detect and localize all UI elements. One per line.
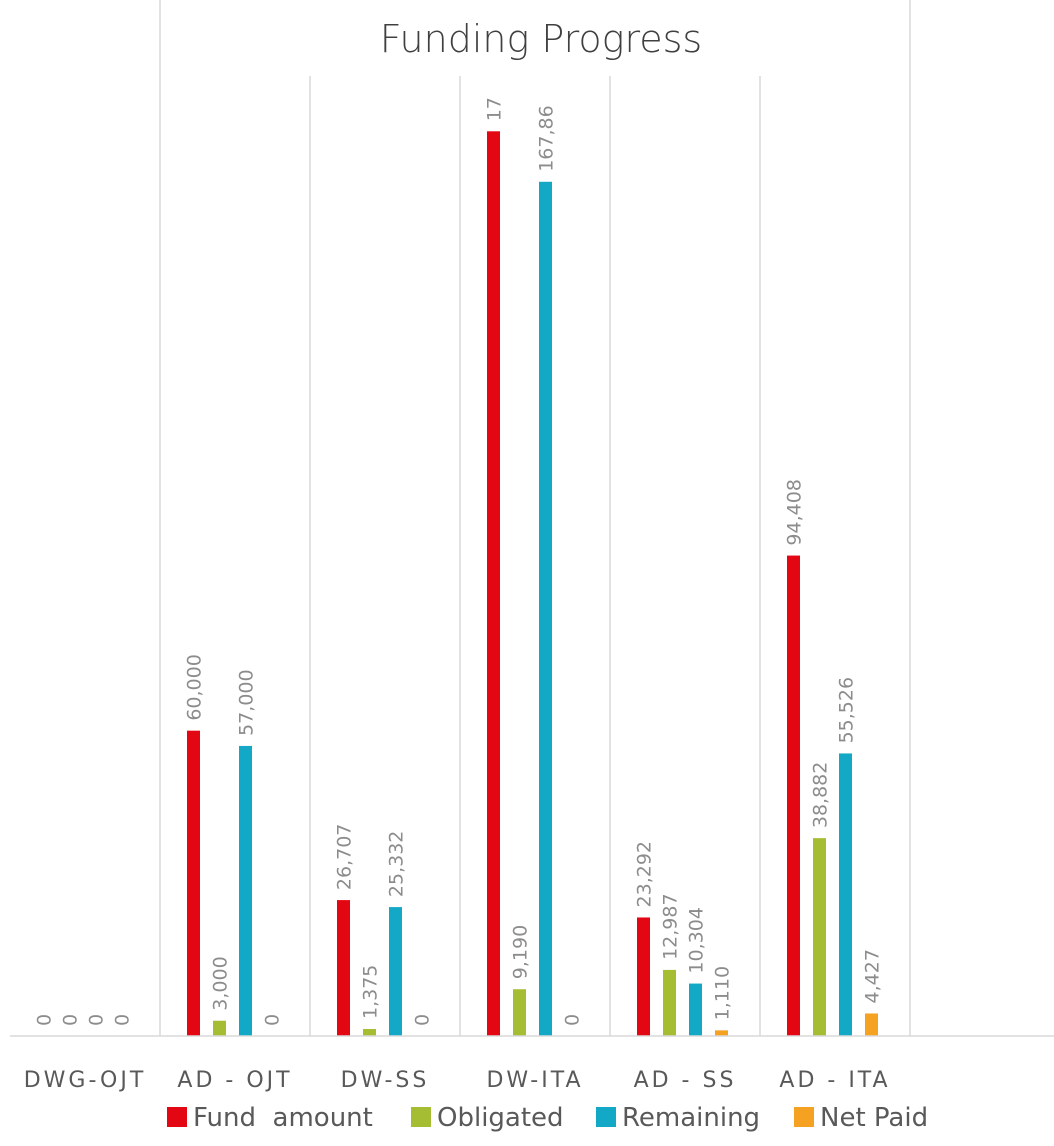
legend-swatch (596, 1107, 616, 1127)
bar (663, 969, 676, 1036)
data-label: 23,292 (634, 841, 656, 907)
legend: Fund amount Obligated Remaining Net Paid (167, 1103, 928, 1133)
bar (637, 917, 650, 1036)
legend-label: Obligated (437, 1103, 564, 1133)
data-label: 0 (34, 1014, 56, 1026)
data-label: 1,110 (712, 966, 734, 1020)
data-label: 38,882 (810, 762, 832, 828)
data-label: 26,707 (334, 824, 356, 890)
category-label: AD - ITA (779, 1068, 890, 1093)
data-label: 17 (484, 97, 506, 121)
data-label: 0 (86, 1014, 108, 1026)
category-label: DW-SS (341, 1068, 430, 1093)
data-label: 94,408 (784, 479, 806, 545)
data-label: 10,304 (686, 907, 708, 973)
bar (239, 745, 252, 1036)
data-label: 0 (412, 1014, 434, 1026)
bar (487, 131, 500, 1036)
bar (539, 181, 552, 1036)
data-label: 55,526 (836, 677, 858, 743)
bar (513, 989, 526, 1036)
category-label: AD - SS (634, 1068, 737, 1093)
data-label: 57,000 (236, 669, 258, 735)
chart-title: Funding Progress (380, 17, 702, 61)
bar (839, 753, 852, 1036)
data-label: 3,000 (210, 956, 232, 1010)
bar (363, 1029, 376, 1036)
bars (187, 131, 878, 1036)
legend-label: Fund amount (193, 1103, 373, 1133)
data-label: 167,86 (536, 105, 558, 171)
data-label: 4,427 (862, 949, 884, 1003)
bar (813, 838, 826, 1036)
legend-label: Net Paid (820, 1103, 928, 1133)
data-label: 1,375 (360, 965, 382, 1019)
data-label: 25,332 (386, 831, 408, 897)
bar (187, 730, 200, 1036)
category-label: AD - OJT (177, 1068, 292, 1093)
data-label: 12,987 (660, 893, 682, 959)
category-labels: DWG-OJT AD - OJT DW-SS DW-ITA AD - SS AD - IT… (24, 1068, 890, 1093)
bar (389, 907, 402, 1036)
category-label: DW-ITA (486, 1068, 583, 1093)
legend-swatch (411, 1107, 431, 1127)
data-label: 9,190 (510, 925, 532, 979)
data-label: 60,000 (184, 654, 206, 720)
grid-lines (159, 0, 911, 1036)
bar (715, 1030, 728, 1036)
data-labels: 0 0 0 060,0003,00057,000026,7071,37525,3320… (34, 97, 884, 1026)
legend-label: Remaining (622, 1103, 760, 1133)
bar (865, 1013, 878, 1036)
bar (337, 900, 350, 1036)
legend-swatch (167, 1107, 187, 1127)
bar (787, 555, 800, 1036)
bar (689, 983, 702, 1036)
data-label: 0 (262, 1014, 284, 1026)
data-label: 0 (562, 1014, 584, 1026)
bar (213, 1020, 226, 1036)
data-label: 0 (112, 1014, 134, 1026)
legend-swatch (794, 1107, 814, 1127)
data-label: 0 (60, 1014, 82, 1026)
category-label: DWG-OJT (24, 1068, 147, 1093)
